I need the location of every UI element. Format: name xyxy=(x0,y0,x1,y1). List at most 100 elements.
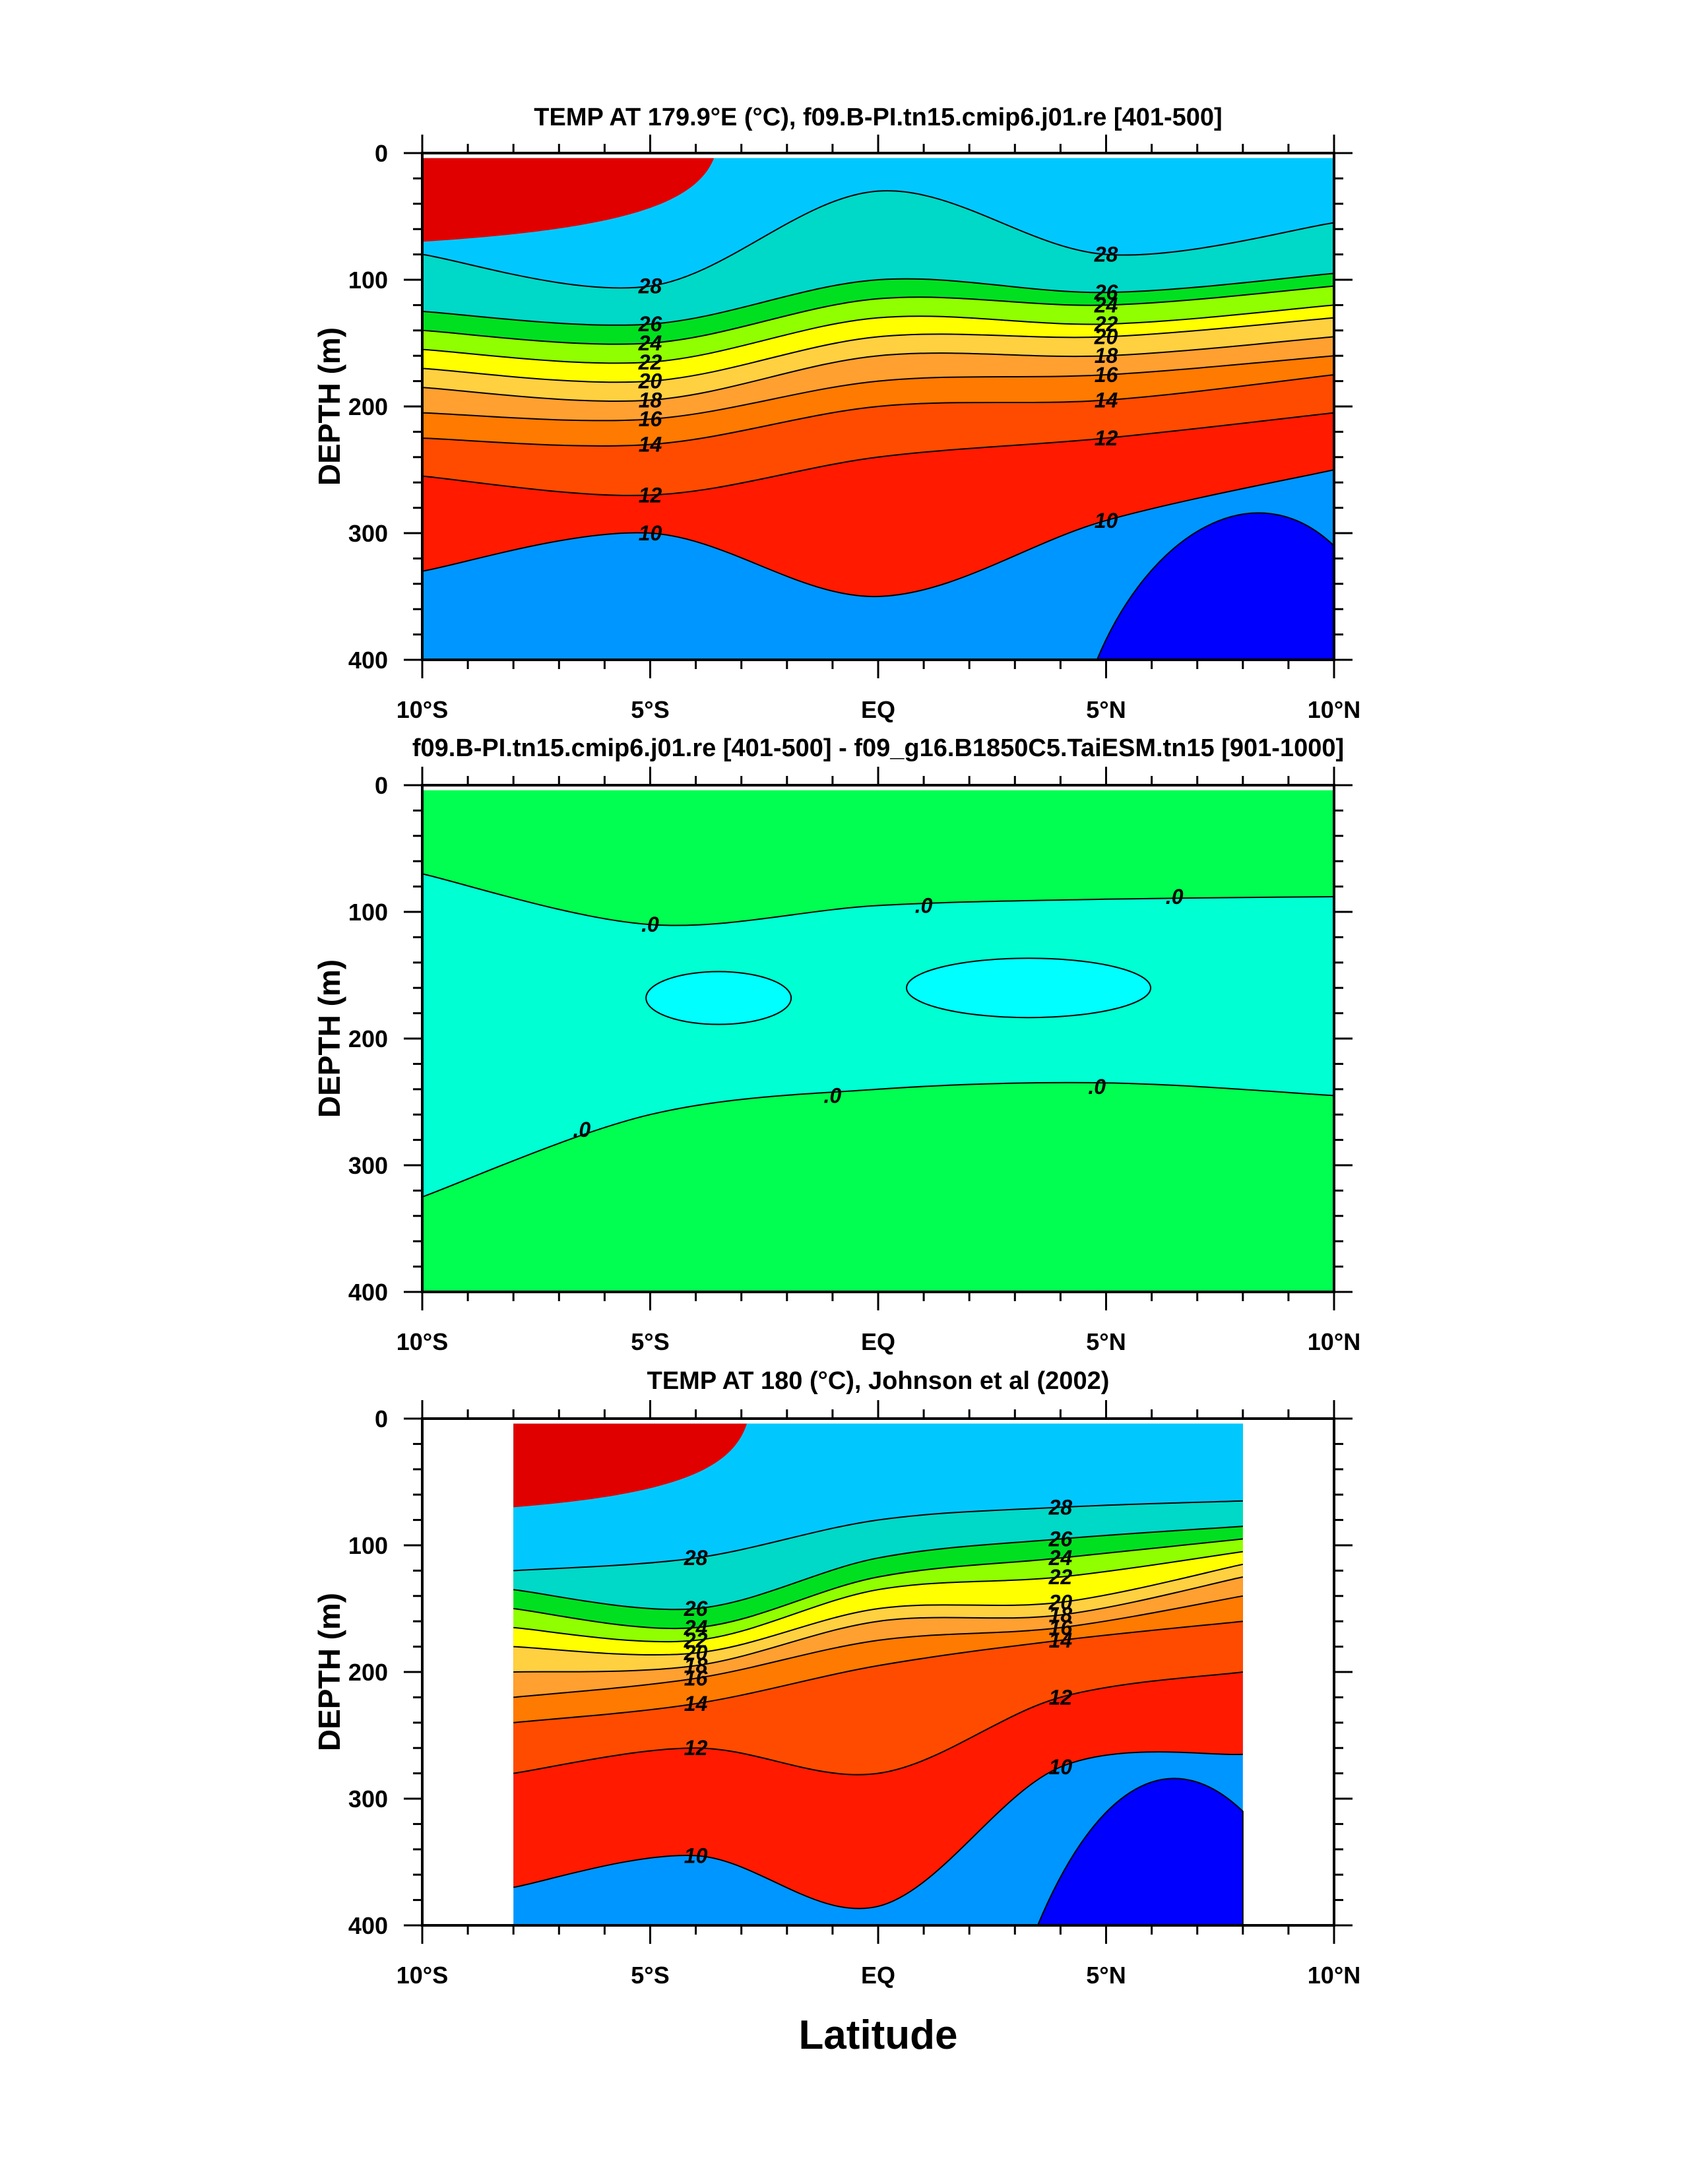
contour-label: 24 xyxy=(1094,293,1118,317)
contour-label: 10 xyxy=(639,521,662,545)
contour-label: 20 xyxy=(1094,325,1118,348)
y-tick-label: 100 xyxy=(348,267,388,294)
contour-label: 28 xyxy=(638,274,662,298)
y-tick-label: 400 xyxy=(348,1912,388,1939)
contour-line xyxy=(422,317,1335,383)
contour-label: .0 xyxy=(641,913,659,936)
x-tick-label: 10°S xyxy=(397,696,448,723)
contour-label: 22 xyxy=(684,1628,708,1652)
y-tick-label: 0 xyxy=(375,772,388,799)
y-tick-label: 300 xyxy=(348,520,388,547)
chart-title: TEMP AT 180 (°C), Johnson et al (2002) xyxy=(647,1367,1110,1395)
contour-label: 10 xyxy=(1095,509,1118,532)
x-tick-label: 10°S xyxy=(397,1328,448,1355)
contour-line xyxy=(513,1576,1244,1673)
x-tick-label: 5°S xyxy=(631,1328,669,1355)
contour-line xyxy=(513,1526,1243,1611)
contour-label: 26 xyxy=(1048,1527,1073,1551)
contour-line xyxy=(513,1563,1244,1656)
contour-label: 28 xyxy=(684,1546,708,1570)
chart-title: f09.B-PI.tn15.cmip6.j01.re [401-500] - f… xyxy=(412,734,1344,762)
contour-label: 26 xyxy=(1094,280,1118,304)
x-tick-label: 10°N xyxy=(1308,1962,1360,1989)
contour-label: 20 xyxy=(638,369,662,393)
x-tick-label: EQ xyxy=(861,1962,895,1989)
x-tick-label: 5°N xyxy=(1086,1328,1126,1355)
contour-label: 22 xyxy=(638,350,662,374)
y-tick-label: 100 xyxy=(348,1532,388,1559)
contour-label: 12 xyxy=(684,1736,708,1760)
y-tick-label: 100 xyxy=(348,899,388,926)
contour-label: 24 xyxy=(684,1616,708,1640)
contour-label: .0 xyxy=(1166,885,1184,909)
contour-line xyxy=(513,1621,1243,1723)
y-tick-label: 400 xyxy=(348,647,388,674)
contour-label: 24 xyxy=(638,331,662,355)
contour-line xyxy=(422,273,1335,326)
y-axis-label: DEPTH (m) xyxy=(312,1593,346,1751)
warm-pool xyxy=(513,1423,747,1508)
contour-label: 28 xyxy=(1094,243,1118,267)
contour-line xyxy=(422,336,1335,402)
x-tick-label: EQ xyxy=(861,696,895,723)
difference-panel: .0 .0 .0 .0 .0 .0 0 100 200 300 400 10°S 5°S EQ 5°N 10°… xyxy=(312,734,1360,1355)
contour-label: 26 xyxy=(684,1597,708,1621)
temperature-panel-3: 2828262624242222202018181616141412121010… xyxy=(312,1367,1360,1989)
contour-label: 12 xyxy=(1095,426,1118,450)
x-tick-label: 5°S xyxy=(631,696,669,723)
contour-label: 20 xyxy=(684,1641,708,1665)
x-tick-label: 5°S xyxy=(631,1962,669,1989)
contour-line xyxy=(513,1538,1243,1630)
contour-line xyxy=(422,285,1335,345)
contour-label: 24 xyxy=(1048,1546,1073,1570)
contour-label: 20 xyxy=(1048,1590,1073,1614)
y-tick-label: 200 xyxy=(348,1659,388,1686)
negative-pocket xyxy=(906,957,1152,1019)
contour-label: 10 xyxy=(1049,1755,1073,1779)
contour-label: 14 xyxy=(639,433,662,457)
contour-label: 22 xyxy=(1048,1565,1073,1589)
negative-pocket xyxy=(645,971,792,1025)
y-tick-label: 200 xyxy=(348,1025,388,1052)
contour-label: 22 xyxy=(1094,312,1118,336)
contour-label: .0 xyxy=(915,893,933,917)
contour-line xyxy=(422,469,1335,598)
contour-line xyxy=(422,412,1335,496)
contour-line xyxy=(422,355,1335,422)
contour-line xyxy=(422,304,1335,364)
contour-label: 16 xyxy=(1095,363,1118,387)
contour-label: .0 xyxy=(824,1083,842,1107)
contour-label: 14 xyxy=(1049,1628,1073,1652)
contour-label: .0 xyxy=(1088,1075,1106,1099)
contour-line xyxy=(422,374,1335,447)
contour-label: 18 xyxy=(639,388,662,412)
contour-label: 12 xyxy=(1049,1685,1073,1709)
cold-core xyxy=(1096,512,1335,660)
warm-pool xyxy=(422,158,715,242)
cold-core xyxy=(1036,1778,1244,1926)
contour-label: 16 xyxy=(1049,1616,1073,1640)
y-axis-label: DEPTH (m) xyxy=(312,959,346,1118)
contour-line xyxy=(513,1595,1243,1698)
y-tick-label: 0 xyxy=(375,140,388,167)
chart-title: TEMP AT 179.9°E (°C), f09.B-PI.tn15.cmip… xyxy=(534,104,1222,131)
contour-label: 14 xyxy=(684,1692,708,1716)
x-tick-label: 5°N xyxy=(1086,696,1126,723)
x-tick-label: 10°S xyxy=(397,1962,448,1989)
negative-region xyxy=(422,874,1334,1197)
contour-line xyxy=(513,1551,1243,1643)
contour-label: 14 xyxy=(1095,388,1118,412)
x-tick-label: 10°N xyxy=(1308,696,1360,723)
contour-label: 16 xyxy=(684,1667,708,1690)
y-tick-label: 300 xyxy=(348,1785,388,1813)
y-tick-label: 300 xyxy=(348,1152,388,1179)
zero-contour xyxy=(422,873,1335,926)
contour-line xyxy=(513,1751,1243,1910)
x-tick-label: EQ xyxy=(861,1328,895,1355)
contour-label: .0 xyxy=(573,1118,591,1141)
contour-line xyxy=(513,1500,1243,1572)
contour-line xyxy=(513,1671,1243,1776)
contour-label: 18 xyxy=(1049,1603,1073,1627)
contour-label: 10 xyxy=(684,1844,708,1867)
